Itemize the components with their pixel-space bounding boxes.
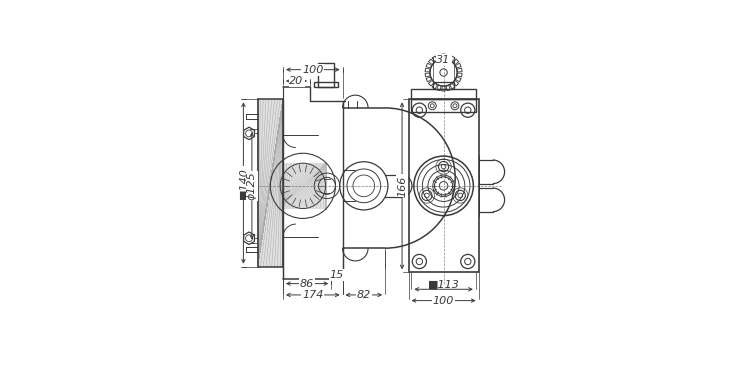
Text: 174: 174 xyxy=(302,290,324,300)
Text: 15: 15 xyxy=(330,270,344,280)
Text: ■140: ■140 xyxy=(239,167,248,199)
Bar xyxy=(411,89,476,99)
Bar xyxy=(411,99,476,112)
Bar xyxy=(314,82,338,87)
Bar xyxy=(408,99,479,272)
Text: 100: 100 xyxy=(302,65,324,75)
Text: 20: 20 xyxy=(289,76,304,86)
Bar xyxy=(318,63,334,87)
Bar xyxy=(258,99,283,266)
Text: 82: 82 xyxy=(356,290,371,300)
Text: ■113: ■113 xyxy=(427,280,460,290)
Bar xyxy=(433,82,455,89)
Bar xyxy=(258,99,283,266)
Text: 31: 31 xyxy=(436,55,451,65)
Text: 100: 100 xyxy=(433,296,455,305)
Text: 86: 86 xyxy=(300,279,314,289)
Text: 166: 166 xyxy=(397,175,407,197)
Bar xyxy=(280,163,326,209)
Text: ϕ125: ϕ125 xyxy=(247,171,257,200)
Bar xyxy=(397,179,405,193)
